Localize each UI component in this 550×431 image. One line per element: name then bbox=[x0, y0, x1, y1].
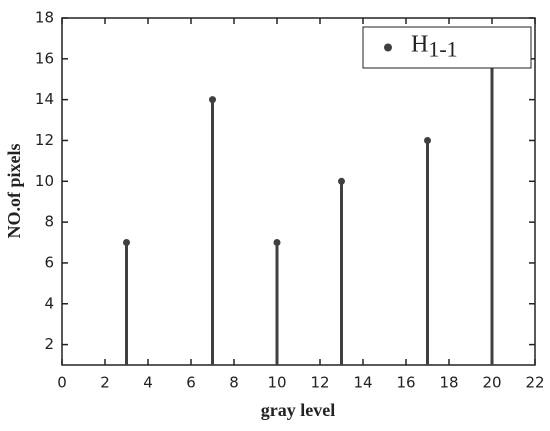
x-tick-label: 22 bbox=[525, 374, 544, 392]
x-tick-label: 18 bbox=[439, 374, 458, 392]
legend-marker bbox=[384, 43, 392, 52]
y-tick-label: 6 bbox=[44, 253, 54, 271]
x-tick-label: 6 bbox=[186, 374, 196, 392]
y-tick-label: 4 bbox=[44, 294, 54, 312]
y-tick-label: 14 bbox=[35, 90, 54, 108]
stem-marker bbox=[338, 177, 345, 185]
y-tick-label: 8 bbox=[44, 213, 54, 231]
x-tick-label: 20 bbox=[482, 374, 501, 392]
stem-marker bbox=[123, 239, 130, 247]
y-axis-title: NO.of pixels bbox=[4, 143, 24, 238]
plot-frame bbox=[61, 17, 536, 366]
x-tick-label: 0 bbox=[57, 374, 67, 392]
y-tick-label: 2 bbox=[44, 335, 54, 353]
stem-marker bbox=[424, 136, 431, 144]
y-tick-label: 10 bbox=[35, 172, 54, 190]
x-tick-label: 10 bbox=[267, 374, 286, 392]
x-axis-title: gray level bbox=[261, 400, 335, 420]
x-tick-label: 4 bbox=[143, 374, 153, 392]
y-tick-label: 12 bbox=[35, 131, 54, 149]
stem-marker bbox=[273, 239, 281, 247]
y-tick-label: 18 bbox=[35, 9, 54, 27]
x-tick-label: 12 bbox=[310, 374, 329, 392]
legend-label: H1-1 bbox=[411, 31, 458, 62]
stem-marker bbox=[209, 96, 216, 104]
x-tick-label: 16 bbox=[396, 374, 415, 392]
x-tick-label: 8 bbox=[229, 374, 239, 392]
x-tick-label: 2 bbox=[100, 374, 110, 392]
y-tick-label: 16 bbox=[35, 49, 54, 67]
x-tick-label: 14 bbox=[353, 374, 372, 392]
